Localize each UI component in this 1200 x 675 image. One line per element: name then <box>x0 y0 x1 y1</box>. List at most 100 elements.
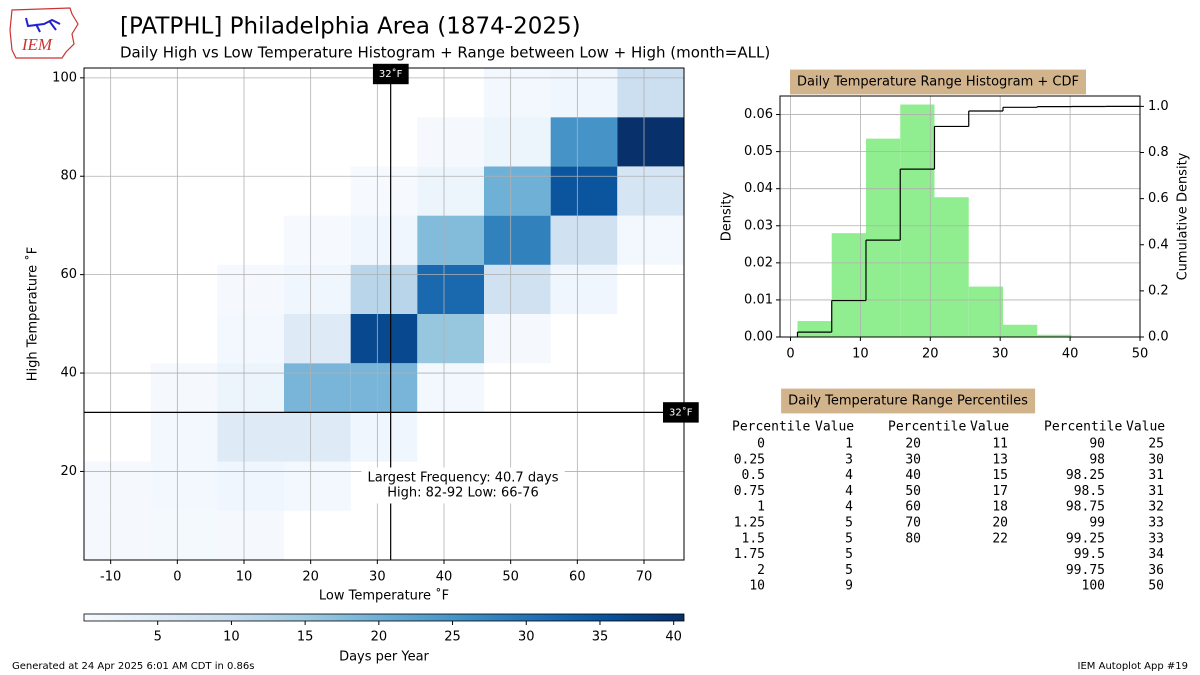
table-title: Daily Temperature Range Percentiles <box>788 394 1028 409</box>
y-tick-label: 40 <box>60 366 77 381</box>
table-header: Percentile <box>1044 420 1122 435</box>
table-cell: 36 <box>1148 563 1164 578</box>
heat-cell <box>550 166 618 216</box>
heat-cell <box>550 215 618 265</box>
table-cell: 98.75 <box>1066 500 1105 515</box>
x-tick-label: 50 <box>502 570 519 585</box>
heat-cell <box>484 314 551 364</box>
table-cell: 1.75 <box>734 547 765 562</box>
table-cell: 50 <box>1148 579 1164 594</box>
table-cell: 60 <box>905 500 921 515</box>
footer-left: Generated at 24 Apr 2025 6:01 AM CDT in … <box>12 661 255 672</box>
heat-cell <box>284 363 351 413</box>
heat-cell <box>617 166 684 216</box>
colorbar-tick-label: 5 <box>154 630 162 645</box>
reference-label: 32˚F <box>379 68 403 80</box>
heat-cell <box>284 412 351 462</box>
colorbar-tick-label: 40 <box>665 630 682 645</box>
histogram-bar <box>1002 324 1038 337</box>
heat-cell <box>417 117 484 167</box>
x-tick-label: 50 <box>1132 347 1149 362</box>
x-tick-label: 40 <box>436 570 453 585</box>
reference-label: 32˚F <box>669 406 693 418</box>
y-axis-label: Density <box>720 191 735 241</box>
heat-cell <box>550 264 618 314</box>
heat-cell <box>284 461 351 511</box>
table-cell: 98 <box>1089 452 1105 467</box>
table-cell: 33 <box>1148 531 1164 546</box>
y-tick-label: 0.05 <box>744 144 773 159</box>
annotation: High: 82-92 Low: 66-76 <box>387 486 538 501</box>
table-cell: 99.75 <box>1066 563 1105 578</box>
table-cell: 99.5 <box>1074 547 1105 562</box>
table-cell: 17 <box>992 484 1008 499</box>
table-title-box <box>781 388 1036 414</box>
colorbar-tick-label: 30 <box>518 630 535 645</box>
y2-tick-label: 0.2 <box>1148 283 1169 298</box>
chart-title: Daily Temperature Range Histogram + CDF <box>797 75 1079 90</box>
heat-cell <box>217 363 284 413</box>
table-cell: 22 <box>992 531 1008 546</box>
logo-text: IEM <box>21 35 53 54</box>
reference-label-box <box>663 402 699 423</box>
x-tick-label: 0 <box>786 347 794 362</box>
logo-symbol <box>25 17 61 33</box>
x-tick-label: -10 <box>100 570 121 585</box>
table-cell: 15 <box>992 468 1008 483</box>
x-tick-label: 60 <box>569 570 586 585</box>
heat-cell <box>150 461 218 511</box>
table-cell: 31 <box>1148 468 1164 483</box>
histogram-bar <box>900 104 935 337</box>
table-cell: 4 <box>845 500 853 515</box>
colorbar-tick-label: 25 <box>444 630 461 645</box>
table-cell: 20 <box>905 437 921 452</box>
heat-cell <box>484 166 551 216</box>
x-tick-label: 30 <box>992 347 1009 362</box>
colorbar-tick-label: 15 <box>297 630 314 645</box>
y-tick-label: 60 <box>60 267 77 282</box>
x-tick-label: 10 <box>236 570 253 585</box>
y-tick-label: 0.02 <box>744 255 773 270</box>
heat-cell <box>484 68 551 118</box>
table-cell: 33 <box>1148 516 1164 531</box>
heat-cell <box>284 215 351 265</box>
table-cell: 30 <box>905 452 921 467</box>
colorbar-label: Days per Year <box>339 650 429 665</box>
table-header: Percentile <box>732 420 810 435</box>
plot-frame <box>779 95 1141 338</box>
heat-cell <box>150 412 218 462</box>
histogram-bar <box>1037 334 1072 337</box>
table-cell: 20 <box>992 516 1008 531</box>
y-axis-label: High Temperature ˚F <box>25 247 41 381</box>
histogram-bar <box>865 138 901 337</box>
heat-cell <box>617 215 684 265</box>
heat-cell <box>350 166 418 216</box>
table-header: Value <box>970 420 1009 435</box>
heat-cell <box>350 314 418 364</box>
table-cell: 90 <box>1089 437 1105 452</box>
table-cell: 98.5 <box>1074 484 1105 499</box>
heat-cell <box>84 461 151 511</box>
table-cell: 30 <box>1148 452 1164 467</box>
heat-cell <box>617 117 684 167</box>
heat-cell <box>417 363 484 413</box>
y2-tick-label: 1.0 <box>1148 99 1169 114</box>
y2-tick-label: 0.6 <box>1148 191 1169 206</box>
reference-label-box <box>372 63 409 85</box>
table-cell: 80 <box>905 531 921 546</box>
table-cell: 5 <box>845 547 853 562</box>
y2-tick-label: 0.0 <box>1148 330 1169 345</box>
histogram-bar <box>831 233 866 337</box>
x-tick-label: 70 <box>636 570 653 585</box>
table-cell: 2 <box>757 563 765 578</box>
table-cell: 5 <box>845 531 853 546</box>
table-cell: 1.25 <box>734 516 765 531</box>
table-cell: 34 <box>1148 547 1164 562</box>
y-tick-label: 0.01 <box>744 292 773 307</box>
table-cell: 11 <box>992 437 1008 452</box>
table-cell: 0.75 <box>734 484 765 499</box>
table-cell: 9 <box>845 579 853 594</box>
x-tick-label: 30 <box>369 570 386 585</box>
table-cell: 0 <box>757 437 765 452</box>
